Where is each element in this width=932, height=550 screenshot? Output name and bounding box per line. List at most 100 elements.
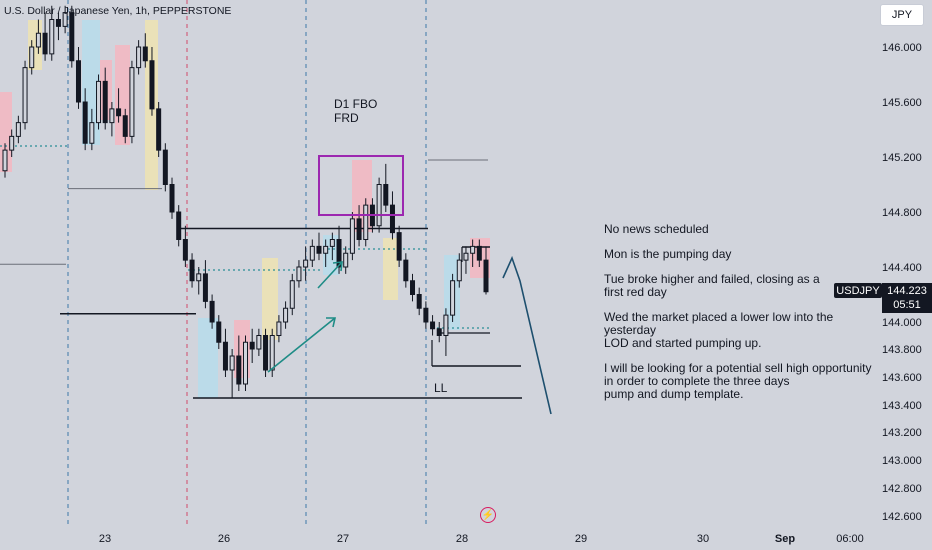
candle: [116, 88, 122, 123]
price-tick-label: 143.600: [882, 372, 922, 384]
note-line: in order to complete the three days: [604, 374, 790, 388]
candle: [229, 349, 235, 398]
note-line: No news scheduled: [604, 222, 709, 236]
candle-body: [329, 239, 335, 247]
candle-body: [423, 307, 429, 323]
candle: [249, 328, 255, 363]
session-band: [352, 160, 372, 232]
candle: [216, 315, 222, 349]
candle-body: [483, 259, 489, 293]
candle-body: [269, 335, 275, 371]
fbo-box: [318, 155, 404, 216]
projection-path: [502, 255, 552, 415]
candle-body: [376, 184, 382, 227]
candle: [463, 246, 469, 274]
candle: [42, 12, 48, 61]
time-tick-label: 23: [99, 533, 111, 545]
candle: [162, 143, 168, 192]
candle-body: [149, 60, 155, 110]
candle-body: [443, 314, 449, 336]
candle-body: [396, 232, 402, 261]
chart-title: U.S. Dollar / Japanese Yen, 1h, PEPPERST…: [4, 5, 232, 17]
candle: [29, 40, 35, 75]
candle: [202, 260, 208, 309]
teal-arrow-2-head: [332, 261, 343, 272]
candle-body: [476, 245, 482, 261]
candle: [75, 47, 81, 109]
candle-body: [242, 341, 249, 385]
candle-body: [356, 218, 362, 240]
candle: [309, 239, 315, 267]
candle: [376, 177, 382, 233]
candle: [483, 246, 489, 295]
candle-body: [229, 355, 235, 371]
candle-body: [470, 245, 476, 254]
candle: [182, 225, 188, 267]
candle-body: [182, 239, 188, 261]
candle: [356, 205, 362, 247]
teal-arrow-1: [267, 317, 336, 373]
time-tick-label: 06:00: [836, 533, 864, 545]
candle-body: [62, 12, 68, 27]
time-tick-label: 28: [456, 533, 468, 545]
note-line: Mon is the pumping day: [604, 247, 732, 261]
candle-body: [109, 108, 115, 124]
candle-body: [122, 115, 128, 137]
candle: [470, 239, 476, 267]
teal-arrow-1-head: [326, 317, 336, 328]
candle-body: [162, 149, 168, 185]
candle-body: [336, 239, 342, 268]
candle: [142, 33, 148, 68]
candle-body: [363, 204, 369, 240]
time-tick-label: 30: [697, 533, 709, 545]
candle-body: [276, 321, 282, 336]
candle: [383, 163, 389, 212]
candle-body: [430, 321, 436, 330]
candle: [49, 5, 55, 61]
candle: [209, 294, 215, 329]
session-band: [262, 258, 278, 340]
note-line: Wed the market placed a lower low into t…: [604, 310, 834, 337]
candle-body: [410, 280, 416, 295]
candle-body: [102, 80, 108, 124]
candle-body: [343, 252, 349, 268]
candle: [343, 246, 349, 274]
candle: [169, 177, 175, 219]
candle-body: [22, 67, 28, 124]
candle-body: [416, 294, 422, 309]
candle-body: [176, 211, 182, 240]
candle: [242, 335, 249, 391]
candle: [423, 301, 429, 329]
candle: [476, 239, 482, 267]
candle-body: [89, 122, 95, 144]
currency-button[interactable]: JPY: [880, 4, 924, 26]
candle-body: [189, 259, 195, 282]
candle: [303, 246, 309, 281]
candle-body: [82, 101, 88, 144]
session-band: [198, 318, 218, 398]
candle-body: [196, 273, 202, 282]
candle: [436, 322, 442, 343]
candle: [363, 198, 369, 247]
note-line: first red day: [604, 285, 667, 299]
price-tick-label: 143.400: [882, 400, 922, 412]
candle-body: [389, 204, 395, 234]
candle-body: [309, 245, 315, 261]
candle: [276, 315, 282, 343]
candle: [156, 102, 162, 157]
candle: [263, 328, 269, 377]
candle-body: [42, 32, 48, 55]
lightning-icon[interactable]: ⚡: [480, 507, 496, 523]
candle-body: [202, 273, 208, 302]
candle: [82, 88, 88, 151]
candle-body: [450, 280, 456, 316]
candle: [9, 129, 15, 157]
candle: [176, 205, 182, 247]
candle: [96, 74, 102, 130]
price-tick-label: 142.600: [882, 511, 922, 523]
candle-body: [156, 108, 162, 151]
candle-body: [303, 259, 309, 268]
teal-arrow-2: [317, 261, 343, 289]
